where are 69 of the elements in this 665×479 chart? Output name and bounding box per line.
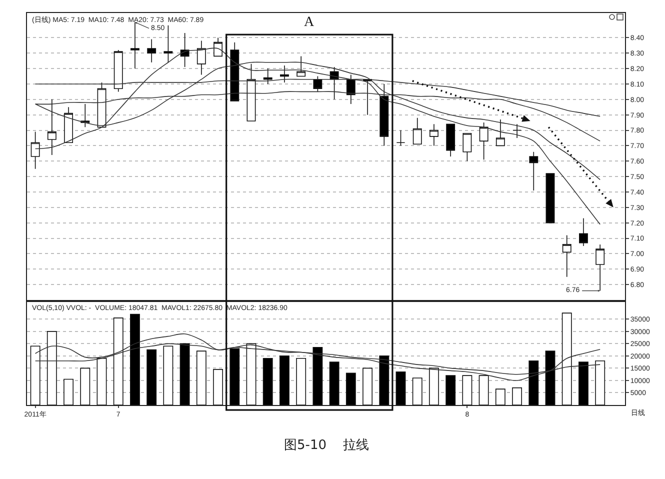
bar bbox=[362, 368, 372, 405]
bar bbox=[280, 356, 290, 405]
line-series bbox=[34, 333, 600, 381]
candlestick bbox=[64, 106, 73, 144]
candlestick bbox=[296, 56, 306, 77]
bar bbox=[379, 356, 390, 405]
bar bbox=[512, 387, 522, 405]
candlestick bbox=[446, 124, 456, 157]
bar bbox=[545, 350, 556, 405]
bar bbox=[528, 360, 539, 405]
bar bbox=[46, 331, 57, 405]
candlestick bbox=[214, 37, 222, 57]
candlestick bbox=[462, 132, 472, 162]
bar bbox=[346, 372, 356, 405]
candlestick bbox=[47, 99, 56, 156]
candlestick bbox=[246, 64, 256, 122]
bar bbox=[495, 388, 506, 405]
bar bbox=[213, 369, 223, 405]
candlestick bbox=[147, 38, 156, 63]
bar bbox=[446, 375, 456, 405]
bar bbox=[80, 368, 90, 405]
candlestick bbox=[579, 218, 588, 246]
bar bbox=[412, 378, 422, 405]
bar bbox=[262, 358, 273, 405]
candlestick bbox=[396, 130, 406, 146]
bar bbox=[462, 375, 472, 405]
bar bbox=[595, 360, 606, 405]
candlestick bbox=[263, 68, 272, 84]
bar bbox=[429, 368, 439, 405]
bar bbox=[130, 314, 140, 405]
candlestick bbox=[346, 74, 356, 104]
bar bbox=[96, 358, 107, 405]
candlestick bbox=[363, 78, 372, 116]
candlestick bbox=[196, 40, 206, 76]
candlestick bbox=[512, 124, 522, 138]
candlestick bbox=[546, 173, 555, 224]
bar bbox=[396, 371, 406, 405]
bar bbox=[64, 378, 74, 405]
bar bbox=[246, 343, 256, 405]
bar bbox=[163, 346, 174, 405]
bar bbox=[478, 375, 489, 405]
bar bbox=[312, 346, 323, 405]
candlestick bbox=[114, 50, 123, 92]
bar bbox=[578, 362, 588, 405]
candlestick bbox=[479, 122, 488, 160]
candlestick bbox=[562, 234, 572, 278]
bar bbox=[113, 318, 124, 405]
bar bbox=[180, 343, 190, 405]
bar bbox=[196, 350, 206, 405]
candlestick bbox=[380, 84, 389, 146]
annotation: A bbox=[304, 15, 315, 30]
bar bbox=[329, 362, 340, 405]
bar bbox=[146, 349, 157, 405]
candlestick bbox=[230, 42, 240, 102]
candlestick bbox=[30, 131, 40, 170]
bar bbox=[230, 348, 240, 405]
candlestick bbox=[430, 124, 438, 146]
candlestick bbox=[412, 118, 422, 145]
candlestick bbox=[496, 119, 505, 146]
bar bbox=[562, 312, 572, 405]
caption: 图5-10 拉线 bbox=[284, 438, 370, 453]
candlestick bbox=[180, 32, 190, 68]
line-series bbox=[34, 48, 600, 225]
candlestick bbox=[164, 24, 173, 63]
candlestick bbox=[529, 151, 538, 191]
candlestick bbox=[80, 104, 90, 128]
bar bbox=[296, 358, 306, 405]
bar bbox=[30, 346, 40, 405]
candlestick bbox=[280, 65, 289, 83]
